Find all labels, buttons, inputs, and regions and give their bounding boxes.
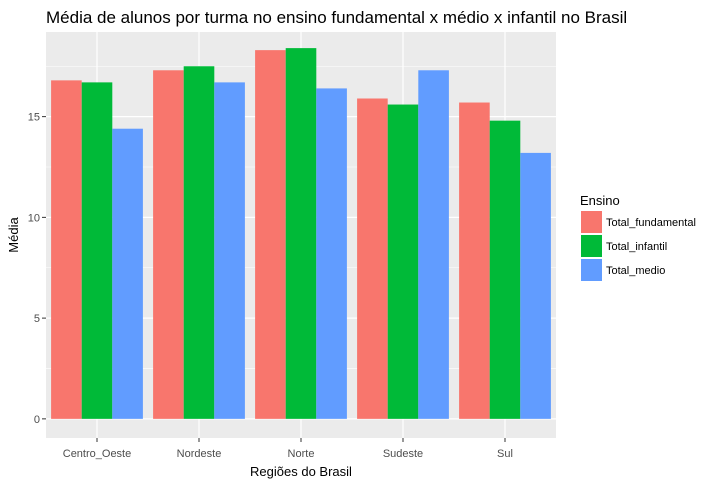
bar-Sul-Total_medio — [520, 152, 551, 419]
bars-layer — [51, 48, 551, 419]
x-tick-label: Nordeste — [177, 448, 222, 460]
bar-Norte-Total_fundamental — [255, 50, 286, 419]
bar-Norte-Total_medio — [316, 88, 347, 419]
legend-key-Total_infantil — [581, 235, 602, 257]
bar-Norte-Total_infantil — [285, 48, 317, 419]
legend-label-Total_medio: Total_medio — [606, 265, 665, 277]
x-axis: Centro_Oeste Nordeste Norte Sudeste Sul — [63, 438, 513, 460]
bar-Centro_Oeste-Total_medio — [112, 128, 143, 419]
bar-Nordeste-Total_fundamental — [153, 70, 184, 419]
x-tick-label: Norte — [288, 448, 315, 460]
bar-Sul-Total_fundamental — [459, 102, 490, 419]
y-tick-label: 0 — [34, 414, 40, 426]
bar-Centro_Oeste-Total_fundamental — [51, 80, 82, 419]
legend-label-Total_fundamental: Total_fundamental — [606, 217, 696, 229]
y-tick-label: 5 — [34, 313, 40, 325]
bar-Sudeste-Total_infantil — [387, 104, 419, 419]
chart-title: Média de alunos por turma no ensino fund… — [46, 8, 627, 27]
bar-Nordeste-Total_medio — [214, 82, 245, 419]
bar-Sudeste-Total_medio — [418, 70, 449, 419]
legend-title: Ensino — [580, 193, 620, 208]
x-tick-label: Centro_Oeste — [63, 448, 131, 460]
y-tick-label: 10 — [28, 212, 40, 224]
legend-key-Total_fundamental — [581, 211, 602, 233]
y-axis: 0 5 10 15 — [28, 112, 46, 426]
x-tick-label: Sudeste — [383, 448, 423, 460]
bar-Sudeste-Total_fundamental — [357, 98, 388, 419]
bar-Sul-Total_infantil — [489, 120, 521, 419]
legend-key-Total_medio — [581, 259, 602, 281]
legend: Ensino Total_fundamental Total_infantil To… — [580, 193, 696, 281]
bar-Centro_Oeste-Total_infantil — [81, 82, 113, 419]
bar-Nordeste-Total_infantil — [183, 66, 215, 419]
x-axis-title: Regiões do Brasil — [250, 464, 352, 479]
y-tick-label: 15 — [28, 112, 40, 124]
legend-label-Total_infantil: Total_infantil — [606, 241, 667, 253]
y-axis-title: Média — [6, 217, 21, 253]
x-tick-label: Sul — [497, 448, 513, 460]
